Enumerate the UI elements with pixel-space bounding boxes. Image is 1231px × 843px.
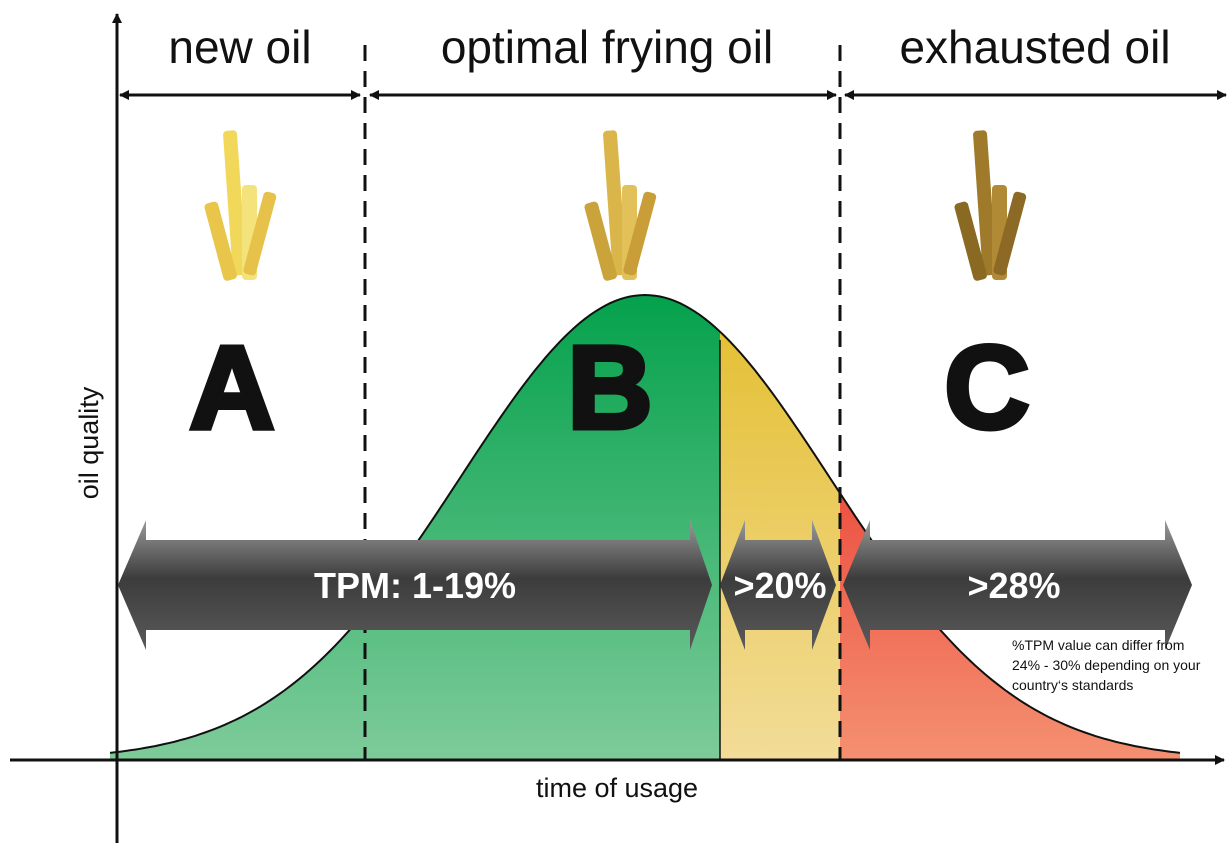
phase-letter: A [189,322,274,454]
tpm-label: >20% [733,565,826,606]
x-axis-label: time of usage [536,773,698,803]
note-line: 24% - 30% depending on your [1012,657,1201,673]
phase-label: new oil [168,21,311,73]
tpm-label: TPM: 1-19% [314,565,516,606]
note-line: %TPM value can differ from [1012,637,1184,653]
y-axis-label: oil quality [74,386,104,499]
phase-label: exhausted oil [899,21,1170,73]
phase-letter: C [944,322,1029,454]
fries-icon [204,130,277,282]
diagram: new oil optimal frying oil exhausted oil… [0,0,1231,843]
phase-label: optimal frying oil [441,21,773,73]
fries-icon [954,130,1027,282]
note-line: country‘s standards [1012,677,1133,693]
phase-letter: B [567,322,652,454]
tpm-label: >28% [967,565,1060,606]
fries-icon [584,130,657,282]
